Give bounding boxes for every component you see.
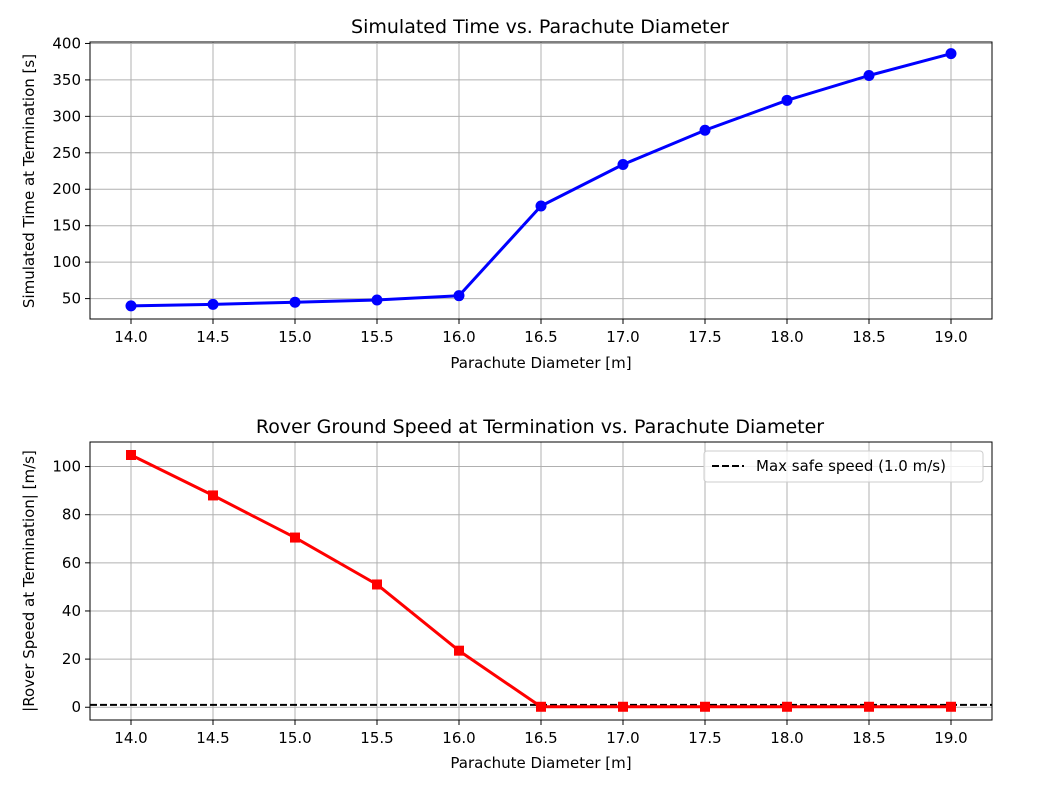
x-tick-label: 17.0 [606,328,639,346]
legend-box [703,450,984,483]
grid [90,42,992,319]
data-point [699,124,711,136]
x-tick-label: 17.5 [688,729,721,747]
series-group [126,449,956,712]
data-point [289,296,301,308]
y-tick-label: 60 [62,554,81,572]
y-tick-label: 350 [52,71,81,89]
y-tick-label: 200 [52,180,81,198]
x-tick-label: 16.0 [442,328,475,346]
x-tick-label: 19.0 [934,729,967,747]
data-point [700,701,710,712]
x-tick-label: 14.5 [196,729,229,747]
data-point [863,70,875,82]
y-axis-ticks: 0 20 40 60 80 100 [52,458,90,716]
x-tick-label: 14.0 [114,729,147,747]
y-tick-label: 0 [71,698,81,716]
legend-label: Max safe speed (1.0 m/s) [756,457,946,475]
data-point [372,579,382,590]
legend: Max safe speed (1.0 m/s) [703,450,984,483]
series-group [125,48,957,312]
data-point [945,48,957,60]
x-axis-label: Parachute Diameter [m] [450,754,631,772]
x-tick-label: 18.5 [852,729,885,747]
data-point [454,645,464,656]
data-point [782,701,792,712]
y-tick-label: 100 [52,253,81,271]
data-point [453,290,465,302]
data-point [946,701,956,712]
y-tick-label: 20 [62,650,81,668]
x-tick-label: 15.0 [278,729,311,747]
chart-title: Rover Ground Speed at Termination vs. Pa… [256,416,824,438]
x-tick-label: 19.0 [934,328,967,346]
x-tick-label: 17.0 [606,729,639,747]
x-tick-label: 15.0 [278,328,311,346]
y-tick-label: 300 [52,107,81,125]
chart-speed-vs-diameter: Rover Ground Speed at Termination vs. Pa… [20,416,993,772]
x-tick-label: 16.0 [442,729,475,747]
x-tick-label: 15.5 [360,328,393,346]
x-axis-ticks: 14.0 14.5 15.0 15.5 16.0 16.5 17.0 17.5 18.0 18.5… [114,319,968,346]
x-tick-label: 14.5 [196,328,229,346]
y-tick-label: 400 [52,34,81,52]
data-point [617,158,629,170]
data-point [290,532,300,543]
x-axis-label: Parachute Diameter [m] [450,354,631,372]
data-point [536,701,546,712]
data-point [125,300,137,312]
data-point [781,94,793,106]
data-point [864,701,874,712]
x-tick-label: 18.0 [770,729,803,747]
data-point [126,449,136,460]
chart-time-vs-diameter: Simulated Time vs. Parachute Diameter 14… [20,16,993,372]
x-tick-label: 15.5 [360,729,393,747]
y-tick-label: 250 [52,144,81,162]
x-axis-ticks: 14.0 14.5 15.0 15.5 16.0 16.5 17.0 17.5 18.0 18.5… [114,720,968,747]
grid [90,442,992,720]
x-tick-label: 16.5 [524,328,557,346]
data-point [535,200,547,212]
y-tick-label: 100 [52,458,81,476]
y-axis-label: Simulated Time at Termination [s] [20,54,38,308]
data-point [207,298,219,310]
x-tick-label: 14.0 [114,328,147,346]
y-axis-label: |Rover Speed at Termination| [m/s] [20,450,38,712]
x-tick-label: 18.5 [852,328,885,346]
x-tick-label: 16.5 [524,729,557,747]
x-tick-label: 17.5 [688,328,721,346]
x-tick-label: 18.0 [770,328,803,346]
y-tick-label: 80 [62,506,81,524]
y-axis-ticks: 50 100 150 200 250 300 350 400 [52,34,90,308]
data-point [618,701,628,712]
y-tick-label: 50 [62,290,81,308]
y-tick-label: 150 [52,217,81,235]
data-point [208,490,218,501]
data-point [371,294,383,306]
chart-title: Simulated Time vs. Parachute Diameter [351,16,729,38]
y-tick-label: 40 [62,602,81,620]
